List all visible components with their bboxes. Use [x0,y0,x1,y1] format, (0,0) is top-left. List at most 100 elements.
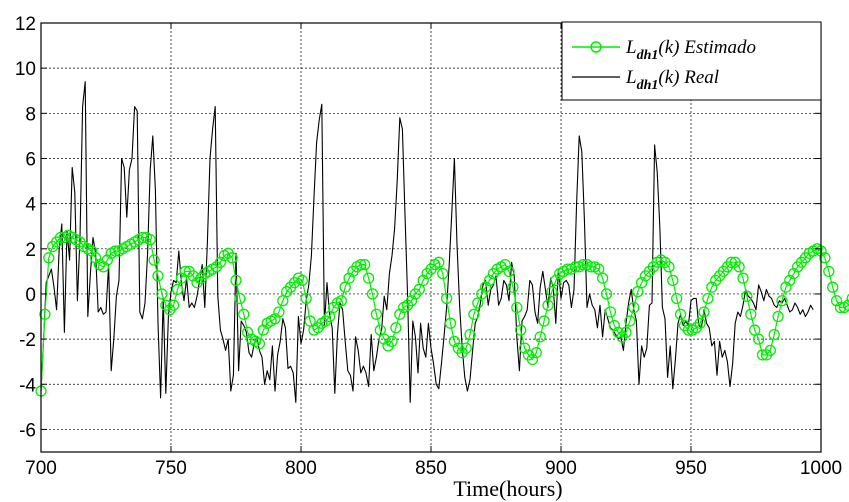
estimado-point-169 [694,317,706,329]
estimado-point-106 [448,335,461,348]
estimado-point-146 [604,306,617,318]
estimado-point-83 [359,258,371,271]
estimado-point-16 [97,261,110,273]
legend-box [561,21,822,101]
estimado-point-92 [394,308,406,320]
estimado-point-88 [378,333,390,345]
estimado-point-84 [362,272,375,284]
x-tick-label-1: 750 [155,458,187,479]
estimado-point-14 [89,252,102,264]
x-tick-label-5: 950 [675,458,707,479]
axis-ticks: 700 750 800 850 900 950 1000 -6 -4 -2 0 2 4 6 8 10 12 [15,14,842,479]
estimado-point-79 [343,272,355,284]
legend: Ldh1(k) Estimado Ldh1(k) Real [561,21,822,101]
estimado-point-53 [242,326,254,338]
x-tick-label-4: 900 [545,458,577,479]
estimado-point-189 [772,310,784,323]
estimado-point-46 [214,256,227,268]
estimado-point-103 [437,267,449,280]
estimado-point-166 [682,324,695,336]
estimado-point-56 [253,337,266,350]
estimado-point-2 [43,252,55,264]
estimado-point-67 [296,274,308,287]
estimado-point-135 [561,263,574,275]
y-tick-label-5: 4 [25,195,36,216]
estimado-point-104 [440,292,453,305]
estimado-point-49 [226,252,238,264]
estimado-point-161 [663,261,675,273]
y-tick-label-7: 8 [25,104,36,125]
estimado-point-123 [515,324,527,336]
estimado-point-113 [476,288,488,300]
legend-estimado-marker [590,41,602,53]
estimado-point-207 [842,299,849,311]
estimado-point-31 [156,288,168,300]
legend-estimado-label: Ldh1(k) Estimado [625,37,756,63]
estimado-point-131 [546,286,558,298]
series-real-line [40,81,814,403]
estimado-point-124 [518,342,531,354]
estimado-point-164 [674,308,687,320]
estimado-point-128 [534,331,546,343]
estimado-point-163 [671,292,683,305]
y-tick-label-4: 2 [25,240,36,261]
estimado-point-139 [577,258,589,271]
y-tick-label-9: 12 [15,14,36,35]
estimado-point-13 [86,245,98,257]
estimado-point-5 [54,231,67,244]
estimado-point-36 [175,272,188,284]
estimado-point-144 [596,272,609,284]
y-tick-label-1: -4 [19,375,36,396]
estimado-point-105 [444,317,457,329]
estimado-point-91 [390,322,402,334]
estimado-point-68 [300,292,312,305]
estimado-point-126 [526,353,539,366]
x-axis-label: Time(hours) [453,476,562,501]
estimado-point-120 [503,265,515,278]
estimado-point-170 [698,306,710,318]
estimado-point-51 [234,292,246,305]
y-tick-label-3: 0 [25,285,36,306]
estimado-point-202 [823,265,835,278]
estimado-point-193 [788,267,800,280]
series-estimado-markers [35,229,849,397]
y-tick-label-6: 6 [25,149,36,170]
estimado-point-119 [499,258,511,271]
estimado-point-180 [737,272,749,284]
estimado-point-111 [468,308,480,320]
estimado-point-190 [776,295,788,307]
estimado-point-181 [741,290,753,302]
estimado-point-129 [538,315,550,327]
estimado-point-204 [830,295,843,307]
y-tick-label-2: -2 [19,330,36,351]
estimado-point-150 [620,326,632,338]
estimado-point-179 [733,261,745,273]
estimado-point-39 [187,270,199,282]
estimado-point-114 [479,281,492,293]
estimado-point-162 [667,274,679,287]
estimado-point-61 [273,306,285,318]
estimado-point-172 [706,281,718,293]
estimado-point-171 [702,292,714,305]
estimado-point-130 [542,299,554,311]
estimado-point-122 [511,301,523,314]
y-tick-label-0: -6 [19,420,36,441]
estimado-point-188 [768,328,780,341]
estimado-point-86 [370,308,383,320]
estimado-point-85 [366,288,379,300]
estimado-point-208 [846,293,849,304]
estimado-point-29 [148,254,160,266]
estimado-point-127 [530,347,542,359]
estimado-point-34 [167,299,180,311]
estimado-point-145 [600,288,613,300]
estimado-point-82 [355,258,367,271]
x-tick-label-3: 850 [415,458,447,479]
estimado-point-90 [386,335,398,348]
grid-lines [41,23,821,452]
estimado-point-121 [507,281,519,293]
estimado-point-30 [152,270,164,282]
estimado-point-187 [764,344,776,357]
estimado-point-98 [417,274,429,287]
estimado-point-109 [460,342,472,354]
